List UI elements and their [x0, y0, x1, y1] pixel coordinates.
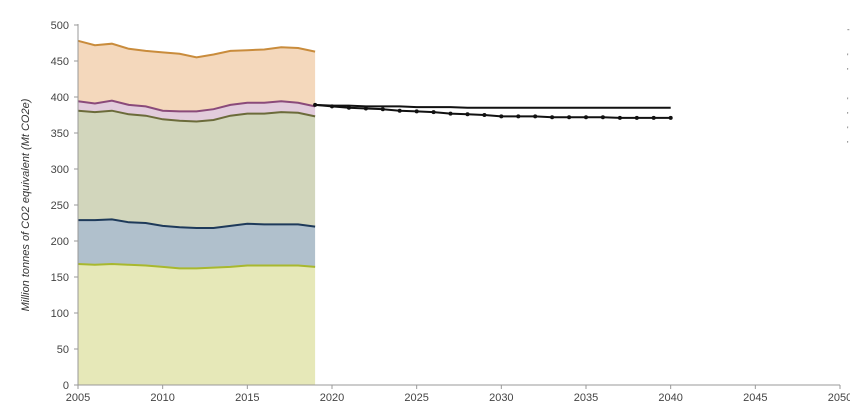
area-edge-3 — [77, 109, 316, 123]
projection-point — [397, 108, 402, 113]
legend: - ' ' ' ' ' ' — [847, 25, 850, 149]
x-tick-label: 2005 — [66, 392, 90, 404]
projection-point — [330, 104, 334, 109]
y-tick-label: 250 — [51, 200, 69, 212]
projection-point — [533, 114, 538, 119]
projection-point — [668, 115, 673, 120]
projection-point — [448, 111, 453, 116]
projection-point — [600, 115, 605, 120]
x-tick-label: 2050 — [828, 392, 850, 404]
x-tick-label: 2045 — [743, 392, 767, 404]
projection-lines — [313, 102, 673, 120]
y-tick-label: 450 — [51, 56, 69, 68]
projection-point — [584, 115, 588, 120]
projection-point — [363, 106, 368, 111]
y-tick-label: 50 — [57, 344, 69, 356]
y-axis-label: Million tonnes of CO2 equivalent (Mt CO2… — [20, 98, 32, 311]
area-band-2 — [78, 219, 316, 269]
projection-point — [634, 115, 639, 120]
y-tick-label: 400 — [51, 92, 69, 104]
x-tick-label: 2015 — [235, 392, 259, 404]
legend-mark: ' — [847, 97, 849, 106]
y-tick-label: 100 — [51, 308, 69, 320]
projection-point — [516, 114, 521, 119]
y-tick-label: 350 — [51, 128, 69, 140]
x-tick-label: 2040 — [658, 392, 682, 404]
area-edges — [77, 39, 316, 270]
projection-point — [617, 115, 622, 120]
area-band-3 — [78, 110, 316, 228]
projection-point — [346, 105, 351, 110]
projection-point — [499, 114, 504, 119]
y-tick-label: 500 — [51, 20, 69, 32]
x-tick-label: 2010 — [150, 392, 174, 404]
y-tick-label: 300 — [51, 164, 69, 176]
projection-point — [431, 110, 436, 115]
projection-point — [465, 112, 470, 117]
projection-point — [482, 113, 487, 117]
area-edge-5 — [77, 39, 316, 59]
legend-mark: ' — [847, 111, 849, 120]
projection-line-1 — [315, 103, 671, 109]
projection-point — [380, 107, 385, 112]
legend-mark: ' — [847, 53, 849, 62]
area-edge-2 — [78, 218, 316, 229]
stacked-areas — [78, 40, 316, 385]
area-band-5 — [78, 40, 316, 112]
projection-point — [567, 115, 572, 120]
legend-mark: ' — [847, 67, 849, 76]
y-tick-label: 150 — [51, 272, 69, 284]
legend-mark: ' — [847, 126, 849, 135]
x-tick-label: 2025 — [404, 392, 428, 404]
area-band-1 — [78, 264, 316, 385]
x-tick-label: 2035 — [574, 392, 598, 404]
projection-point — [313, 102, 318, 107]
projection-point — [651, 115, 656, 120]
legend-mark: - — [847, 25, 850, 34]
x-tick-label: 2030 — [489, 392, 513, 404]
area-edge-1 — [77, 262, 316, 270]
x-tick-labels: 2005 2010 2015 2020 2025 2030 2035 2040 2045 2050 — [66, 385, 850, 404]
projection-line-2 — [315, 103, 671, 119]
y-tick-label: 0 — [63, 380, 69, 392]
area-edge-4 — [77, 99, 316, 113]
x-tick-label: 2020 — [320, 392, 344, 404]
legend-mark: ' — [847, 140, 849, 149]
projection-point — [414, 109, 419, 114]
y-tick-labels: 0 50 100 150 200 250 300 350 400 450 500 — [51, 20, 78, 392]
projection-point — [550, 115, 555, 120]
y-tick-label: 200 — [51, 236, 69, 248]
